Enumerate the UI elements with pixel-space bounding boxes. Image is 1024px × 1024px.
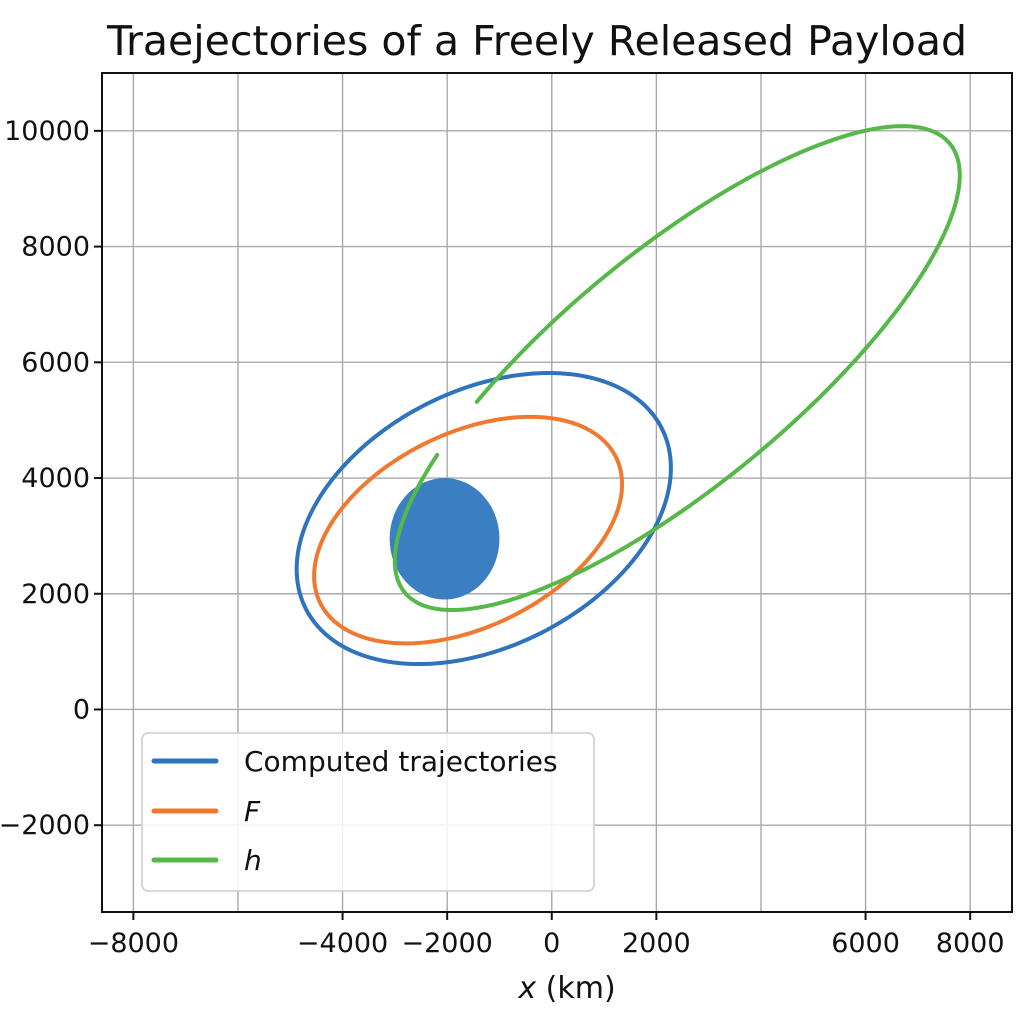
planet-body — [389, 478, 500, 600]
x-tick-label: −8000 — [88, 928, 179, 959]
x-axis-label-var: x — [517, 971, 536, 1006]
legend-label: Computed trajectories — [244, 745, 558, 778]
x-tick-label: 6000 — [831, 928, 900, 959]
y-tick-label: −2000 — [0, 810, 90, 841]
y-tick-label: 10000 — [4, 116, 90, 147]
y-tick-label: 4000 — [21, 463, 90, 494]
x-tick-label: 2000 — [622, 928, 691, 959]
planet-disk — [389, 478, 500, 600]
x-tick-label: 0 — [543, 928, 560, 959]
x-tick-label: 8000 — [936, 928, 1005, 959]
legend-label: h — [244, 844, 262, 877]
grid-lines — [102, 73, 1012, 912]
x-axis-label: x (km) — [517, 971, 615, 1006]
plot-frame — [101, 72, 1013, 913]
legend: Computed trajectories Fh — [141, 732, 595, 892]
y-tick-label: 0 — [73, 694, 90, 725]
y-tick-label: 2000 — [21, 579, 90, 610]
trajectory-series — [294, 124, 962, 667]
x-tick-label: −4000 — [297, 928, 388, 959]
y-tick-label: 8000 — [21, 232, 90, 263]
series-line-0 — [294, 371, 673, 667]
chart-title: Traejectories of a Freely Released Paylo… — [106, 17, 967, 65]
y-tick-label: 6000 — [21, 347, 90, 378]
legend-items: Computed trajectories Fh — [151, 745, 558, 877]
legend-box — [141, 732, 595, 892]
axis-ticks: −8000 −4000 −2000 0 2000 6000 8000 −2000 0 2000 40… — [0, 116, 1005, 959]
x-axis-label-unit: (km) — [536, 971, 616, 1006]
legend-label: F — [244, 795, 261, 828]
series-line-2 — [392, 124, 962, 613]
x-tick-label: −2000 — [402, 928, 493, 959]
